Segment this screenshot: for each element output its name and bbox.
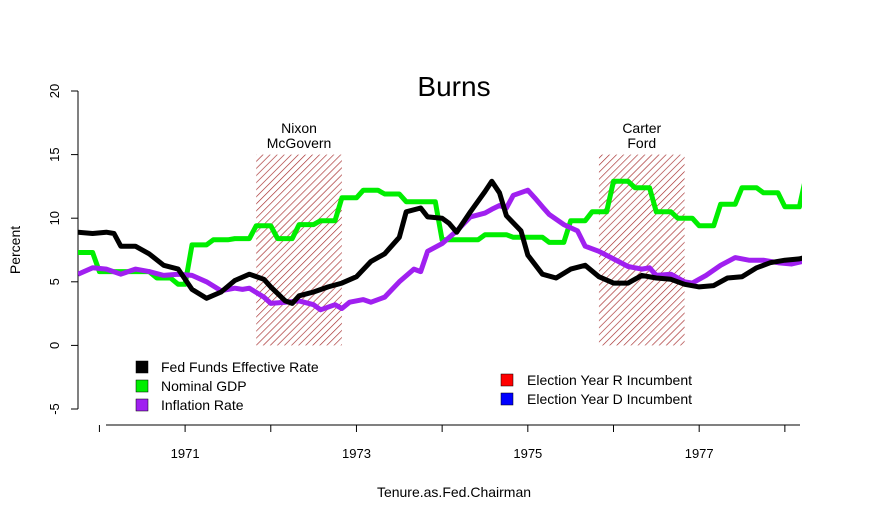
election-candidate-label: Ford	[627, 135, 656, 151]
y-axis-label: Percent	[7, 226, 23, 274]
series-layer	[78, 178, 802, 313]
series-line-inflation-rate	[78, 187, 802, 313]
legend-swatch	[135, 360, 149, 374]
y-tick-label: 20	[47, 84, 62, 98]
y-tick-label: 5	[47, 278, 62, 285]
x-tick-label: 1977	[685, 446, 714, 461]
legend-label: Fed Funds Effective Rate	[161, 359, 319, 375]
election-candidate-label: McGovern	[267, 135, 332, 151]
y-tick-label: 15	[47, 147, 62, 161]
x-tick-label: 1971	[171, 446, 200, 461]
legend-label: Nominal GDP	[161, 378, 247, 394]
x-tick-label: 1975	[513, 446, 542, 461]
chart-title: Burns	[417, 71, 490, 102]
x-tick-label: 1973	[342, 446, 371, 461]
x-axis-label: Tenure.as.Fed.Chairman	[377, 484, 531, 500]
y-tick-label: -5	[47, 403, 62, 415]
legend-swatch	[500, 373, 514, 387]
x-axis: 1971 1973 1975 1977	[98, 424, 800, 461]
series-line-fed-funds-effective-rate	[78, 178, 802, 306]
y-tick-label: 10	[47, 211, 62, 225]
election-candidate-label: Nixon	[281, 120, 317, 136]
y-tick-label: 0	[47, 342, 62, 349]
y-axis: -5 0 5 10 15 20	[47, 84, 79, 415]
legend-swatch	[500, 392, 514, 406]
election-period-shading	[256, 154, 342, 346]
legend-label: Election Year R Incumbent	[527, 372, 692, 388]
legend-left: Fed Funds Effective Rate Nominal GDP Infla…	[135, 359, 319, 413]
legend-label: Inflation Rate	[161, 397, 244, 413]
legend-swatch	[135, 379, 149, 393]
election-candidate-label: Carter	[622, 120, 661, 136]
series-line-nominal-gdp	[78, 178, 802, 287]
legend-right: Election Year R Incumbent Election Year D…	[500, 372, 692, 407]
legend-swatch	[135, 398, 149, 412]
legend-label: Election Year D Incumbent	[527, 391, 692, 407]
